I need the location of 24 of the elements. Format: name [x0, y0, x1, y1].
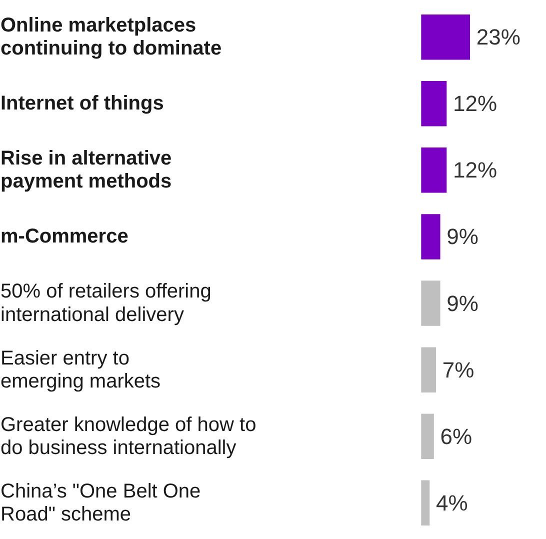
data-label: 6% [440, 424, 472, 449]
bar [421, 480, 430, 526]
y-tick-label: Online marketplaces continuing to dominate [0, 14, 222, 60]
bar [421, 347, 436, 392]
data-label: 12% [453, 158, 498, 183]
y-tick-label: Rise in alternative payment methods [0, 148, 172, 193]
data-label: 7% [442, 357, 474, 382]
data-label: 9% [446, 290, 478, 316]
y-tick-label: Greater knowledge of how to do business internationally [0, 414, 256, 459]
y-tick-label: Internet of things [0, 92, 164, 115]
data-label: 9% [446, 224, 478, 250]
y-tick-label: m-Commerce [0, 226, 128, 248]
bar [421, 148, 447, 193]
y-tick-label: 50% of retailers offering international delivery [0, 280, 212, 326]
y-tick-label: China’s "One Belt One Road" scheme [0, 480, 201, 526]
bar [421, 414, 434, 459]
bar [421, 214, 440, 260]
bar [421, 280, 440, 326]
data-label: 12% [453, 91, 498, 116]
y-tick-label: Easier entry to emerging markets [0, 347, 161, 392]
bar [421, 14, 470, 60]
data-label: 23% [476, 24, 520, 50]
data-label: 4% [436, 490, 468, 516]
bar [421, 81, 447, 126]
